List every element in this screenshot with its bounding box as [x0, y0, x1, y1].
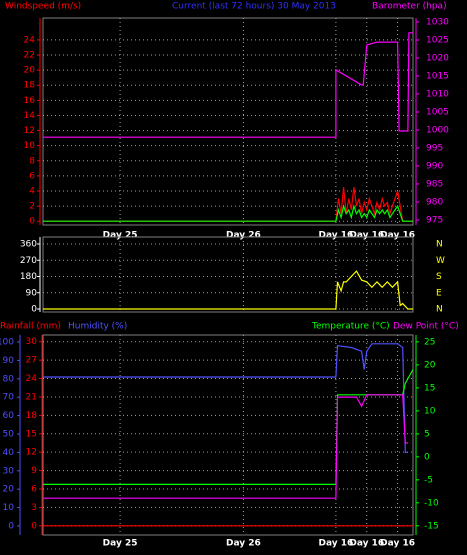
plot-frame: [42, 236, 414, 313]
x-tick-label: Day 26: [226, 539, 261, 549]
y2-tick-label: 5: [424, 429, 430, 439]
x-tick-label: Day 16: [319, 231, 354, 241]
y-tick-label: 18: [24, 81, 36, 91]
y2-tick-label: 990: [426, 161, 443, 171]
y-tick-label: 0: [29, 217, 35, 227]
legend-label: Temperature (°C): [311, 322, 390, 332]
y-tick-label: 24: [26, 374, 38, 384]
x-tick-label: Day 25: [103, 231, 138, 241]
legend-label: Rainfall (mm): [0, 322, 61, 332]
series-line: [43, 187, 413, 222]
y2-tick-label: 1000: [426, 125, 449, 135]
y-tick-label: 16: [24, 96, 36, 106]
y2-tick-label: 1010: [426, 89, 449, 99]
y-tick-label: 30: [26, 337, 38, 347]
legend-label: Humidity (%): [68, 322, 127, 332]
y2-tick-label: 975: [426, 215, 443, 225]
series-line: [43, 270, 413, 310]
y2-tick-label: 20: [424, 360, 436, 370]
y2-tick-label: 985: [426, 179, 443, 189]
y3-tick-label: 20: [3, 485, 15, 495]
y2-tick-label: 980: [426, 197, 443, 207]
y-tick-label: 21: [26, 392, 37, 402]
series-line: [43, 343, 408, 453]
series-line: [43, 32, 413, 138]
series-line: [43, 394, 408, 499]
y-tick-label: 20: [24, 66, 36, 76]
y-tick-label: 12: [26, 448, 37, 458]
x-tick-label: Day 16: [349, 231, 384, 241]
y-tick-label: 15: [26, 429, 37, 439]
x-tick-label: Day 16: [319, 539, 354, 549]
y3-tick-label: 30: [3, 466, 15, 476]
y-tick-label: 0: [31, 521, 37, 531]
y3-tick-label: 100: [0, 337, 14, 347]
y-tick-label: 3: [31, 503, 37, 513]
y2-tick-label: E: [436, 288, 442, 298]
legend-label: Windspeed (m/s): [5, 2, 81, 12]
y3-tick-label: 80: [3, 374, 15, 384]
y-tick-label: 90: [26, 288, 38, 298]
y3-tick-label: 40: [3, 448, 15, 458]
x-tick-label: Day 25: [103, 539, 138, 549]
y2-tick-label: N: [436, 240, 443, 250]
y-tick-label: 9: [31, 466, 37, 476]
y-tick-label: 24: [24, 35, 36, 45]
legend-label: Dew Point (°C): [393, 322, 459, 332]
y-tick-label: 4: [29, 187, 35, 197]
x-tick-label: Day 16: [380, 231, 415, 241]
y2-tick-label: N: [436, 305, 443, 315]
y2-tick-label: 10: [424, 406, 436, 416]
y-tick-label: 22: [24, 51, 35, 61]
y2-tick-label: 995: [426, 143, 443, 153]
chart-title: Current (last 72 hours) 30 May 2013: [172, 2, 336, 12]
y-tick-label: 6: [29, 171, 35, 181]
x-tick-label: Day 26: [226, 231, 261, 241]
y3-tick-label: 10: [3, 503, 15, 513]
y2-tick-label: 15: [424, 383, 435, 393]
x-tick-label: Day 16: [349, 539, 384, 549]
y-tick-label: 14: [24, 111, 36, 121]
y2-tick-label: W: [436, 256, 445, 266]
legend-label: Barometer (hpa): [372, 2, 447, 12]
y3-tick-label: 0: [8, 521, 14, 531]
y3-tick-label: 60: [3, 411, 15, 421]
y2-tick-label: 1030: [426, 17, 449, 27]
y2-tick-label: 1020: [426, 53, 449, 63]
plot-frame: [42, 334, 414, 536]
y2-tick-label: 1025: [426, 35, 449, 45]
y2-tick-label: 0: [424, 452, 430, 462]
series-line: [43, 203, 413, 222]
y2-tick-label: 25: [424, 337, 435, 347]
plot-frame: [42, 17, 414, 226]
y-tick-label: 0: [31, 305, 37, 315]
y-tick-label: 360: [20, 240, 37, 250]
y-tick-label: 180: [20, 272, 37, 282]
y2-tick-label: -10: [424, 498, 439, 508]
y3-tick-label: 90: [3, 356, 15, 366]
y-tick-label: 6: [31, 484, 37, 494]
y3-tick-label: 70: [3, 393, 15, 403]
y-tick-label: 10: [24, 141, 36, 151]
y-tick-label: 27: [26, 356, 37, 366]
y3-tick-label: 50: [3, 429, 15, 439]
y2-tick-label: 1005: [426, 107, 449, 117]
y2-tick-label: -15: [424, 521, 439, 531]
y2-tick-label: 1015: [426, 71, 449, 81]
y2-tick-label: S: [436, 272, 442, 282]
y-tick-label: 270: [20, 256, 37, 266]
y-tick-label: 18: [26, 411, 38, 421]
x-tick-label: Day 16: [380, 539, 415, 549]
y-tick-label: 12: [24, 126, 35, 136]
y-tick-label: 2: [29, 202, 35, 212]
y2-tick-label: -5: [424, 475, 433, 485]
y-tick-label: 8: [29, 156, 35, 166]
